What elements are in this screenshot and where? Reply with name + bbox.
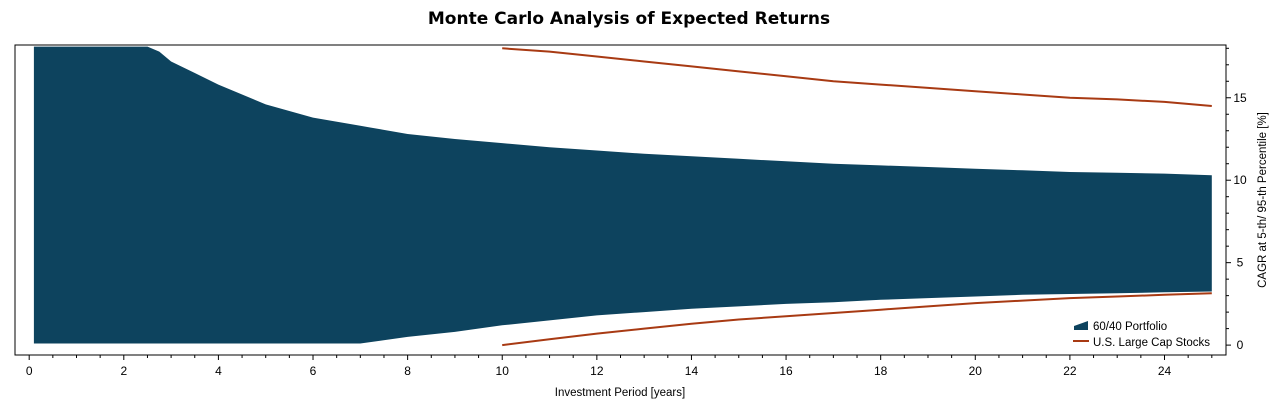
y-tick-label: 0 (1237, 338, 1244, 352)
x-tick-label: 14 (685, 364, 699, 378)
legend-label-us-large-cap-stocks: U.S. Large Cap Stocks (1093, 337, 1210, 349)
x-tick-label: 4 (215, 364, 222, 378)
chart-title: Monte Carlo Analysis of Expected Returns (427, 9, 831, 29)
x-tick-label: 20 (969, 364, 983, 378)
legend: 60/40 Portfolio U.S. Large Cap Stocks (1073, 321, 1210, 349)
x-tick-label: 6 (310, 364, 317, 378)
y-tick-label: 15 (1233, 91, 1247, 105)
series-area-60-40-portfolio (33, 46, 1212, 344)
x-tick-label: 8 (404, 364, 411, 378)
y-tick-label: 10 (1233, 173, 1247, 187)
x-tick-label: 10 (496, 364, 510, 378)
y-tick-label: 5 (1237, 256, 1244, 270)
x-axis-label: Investment Period [years] (555, 387, 685, 399)
plot-area (33, 46, 1212, 347)
series-line-us-large-cap-stocks-lower (502, 292, 1212, 347)
x-tick-label: 0 (26, 364, 33, 378)
legend-swatch-60-40-portfolio (1074, 321, 1088, 330)
x-tick-label: 12 (590, 364, 604, 378)
legend-label-60-40-portfolio: 60/40 Portfolio (1093, 321, 1167, 333)
x-tick-label: 24 (1158, 364, 1172, 378)
x-tick-label: 16 (779, 364, 793, 378)
x-tick-label: 18 (874, 364, 888, 378)
y-axis: 0 5 10 15 (1226, 47, 1247, 352)
x-axis: 0 2 4 6 8 10 12 14 16 18 20 22 24 (26, 355, 1213, 378)
series-line-us-large-cap-stocks-upper (502, 47, 1212, 107)
x-tick-label: 22 (1063, 364, 1077, 378)
x-tick-label: 2 (120, 364, 127, 378)
y-axis-label: CAGR at 5-th/ 95-th Percentile [%] (1257, 112, 1269, 288)
